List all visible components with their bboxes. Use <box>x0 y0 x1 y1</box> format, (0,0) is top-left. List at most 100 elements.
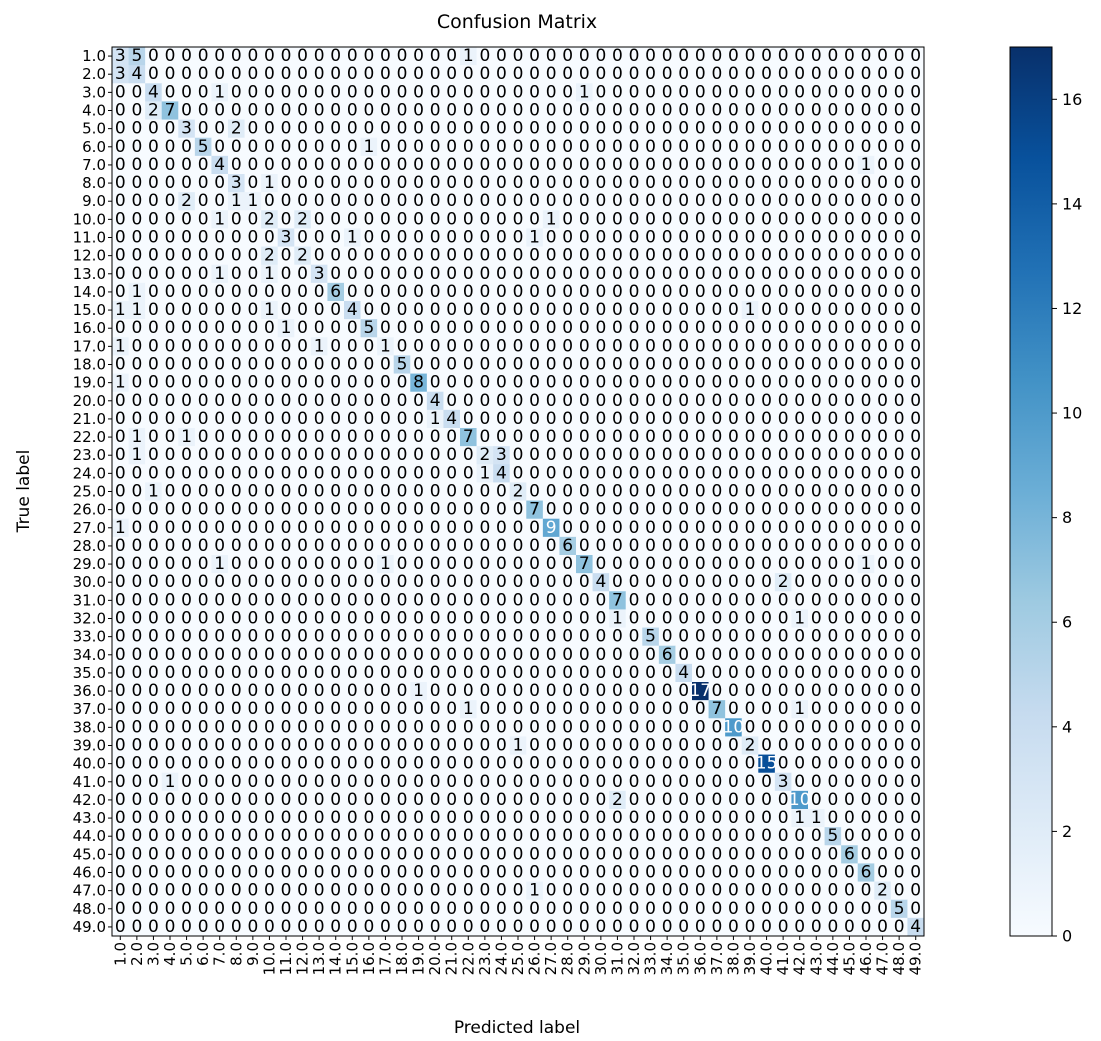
heatmap-cell <box>112 119 129 139</box>
heatmap-cell <box>443 65 461 84</box>
cell-value: 0 <box>165 500 176 520</box>
cell-value: 0 <box>711 246 722 266</box>
cell-value: 0 <box>595 736 606 756</box>
cell-value: 0 <box>115 790 126 810</box>
cell-value: 0 <box>579 427 590 447</box>
cell-value: 0 <box>463 736 474 756</box>
cell-value: 0 <box>380 355 391 375</box>
cell-value: 0 <box>330 391 341 411</box>
cell-value: 0 <box>861 282 872 302</box>
cell-value: 3 <box>281 228 292 248</box>
cell-value: 0 <box>562 681 573 701</box>
cell-value: 0 <box>347 699 358 719</box>
cell-value: 0 <box>397 808 408 828</box>
cell-value: 0 <box>363 373 374 393</box>
cell-value: 0 <box>446 300 457 320</box>
cell-value: 0 <box>728 82 739 102</box>
cell-value: 0 <box>645 336 656 356</box>
cell-value: 0 <box>148 119 159 139</box>
cell-value: 0 <box>148 463 159 483</box>
heatmap-cell <box>294 119 312 139</box>
cell-value: 0 <box>347 173 358 193</box>
cell-value: 0 <box>479 482 490 502</box>
cell-value: 0 <box>347 663 358 683</box>
cell-value: 0 <box>131 209 142 229</box>
heatmap-cell <box>741 101 759 120</box>
cell-value: 0 <box>397 863 408 883</box>
cell-value: 0 <box>811 899 822 919</box>
cell-value: 0 <box>397 373 408 393</box>
cell-value: 0 <box>612 772 623 792</box>
cell-value: 0 <box>778 228 789 248</box>
heatmap-cell <box>808 83 825 102</box>
cell-value: 3 <box>314 264 325 284</box>
cell-value: 0 <box>413 119 424 139</box>
cell-value: 0 <box>612 826 623 846</box>
heatmap-cell <box>194 47 212 66</box>
y-tick-label: 22.0 <box>73 428 106 446</box>
cell-value: 0 <box>297 826 308 846</box>
heatmap-cell <box>393 83 411 102</box>
cell-value: 0 <box>811 881 822 901</box>
cell-value: 0 <box>595 373 606 393</box>
cell-value: 0 <box>363 209 374 229</box>
cell-value: 0 <box>778 463 789 483</box>
cell-value: 0 <box>695 264 706 284</box>
cell-value: 0 <box>877 899 888 919</box>
cell-value: 0 <box>794 64 805 84</box>
cell-value: 0 <box>761 427 772 447</box>
cell-value: 0 <box>479 754 490 774</box>
cell-value: 0 <box>662 46 673 66</box>
cell-value: 0 <box>430 445 441 465</box>
x-tick-label: 7.0 <box>211 942 229 966</box>
x-tick-label: 5.0 <box>178 942 196 966</box>
cell-value: 0 <box>711 300 722 320</box>
heatmap-cell <box>128 101 146 120</box>
cell-value: 0 <box>181 373 192 393</box>
cell-value: 0 <box>463 899 474 919</box>
cell-value: 0 <box>629 645 640 665</box>
cell-value: 0 <box>181 518 192 538</box>
cell-value: 0 <box>645 899 656 919</box>
cell-value: 0 <box>165 445 176 465</box>
cell-value: 0 <box>811 663 822 683</box>
heatmap-cell <box>211 101 229 120</box>
cell-value: 0 <box>579 373 590 393</box>
cell-value: 0 <box>778 445 789 465</box>
cell-value: 0 <box>214 772 225 792</box>
heatmap-cell <box>725 47 743 66</box>
cell-value: 0 <box>198 518 209 538</box>
cell-value: 0 <box>413 427 424 447</box>
cell-value: 0 <box>165 844 176 864</box>
cell-value: 0 <box>281 717 292 737</box>
cell-value: 0 <box>165 663 176 683</box>
cell-value: 0 <box>479 82 490 102</box>
heatmap-cell <box>725 65 743 84</box>
cell-value: 0 <box>861 373 872 393</box>
cell-value: 0 <box>463 844 474 864</box>
cell-value: 0 <box>711 482 722 502</box>
cell-value: 0 <box>645 609 656 629</box>
heatmap-cell <box>824 47 842 66</box>
cell-value: 0 <box>231 282 242 302</box>
cell-value: 0 <box>181 609 192 629</box>
cell-value: 0 <box>910 663 921 683</box>
cell-value: 0 <box>430 572 441 592</box>
cell-value: 0 <box>363 881 374 901</box>
heatmap-cell <box>194 65 212 84</box>
cell-value: 0 <box>247 155 258 175</box>
cell-value: 0 <box>861 336 872 356</box>
cell-value: 0 <box>115 463 126 483</box>
cell-value: 0 <box>811 699 822 719</box>
cell-value: 0 <box>413 736 424 756</box>
cell-value: 0 <box>844 373 855 393</box>
heatmap-cell <box>410 65 428 84</box>
heatmap-cell <box>310 101 328 120</box>
cell-value: 0 <box>877 554 888 574</box>
cell-value: 0 <box>562 663 573 683</box>
cell-value: 0 <box>281 518 292 538</box>
cell-value: 0 <box>695 191 706 211</box>
cell-value: 0 <box>529 155 540 175</box>
heatmap-cell <box>327 65 345 84</box>
cell-value: 0 <box>463 808 474 828</box>
